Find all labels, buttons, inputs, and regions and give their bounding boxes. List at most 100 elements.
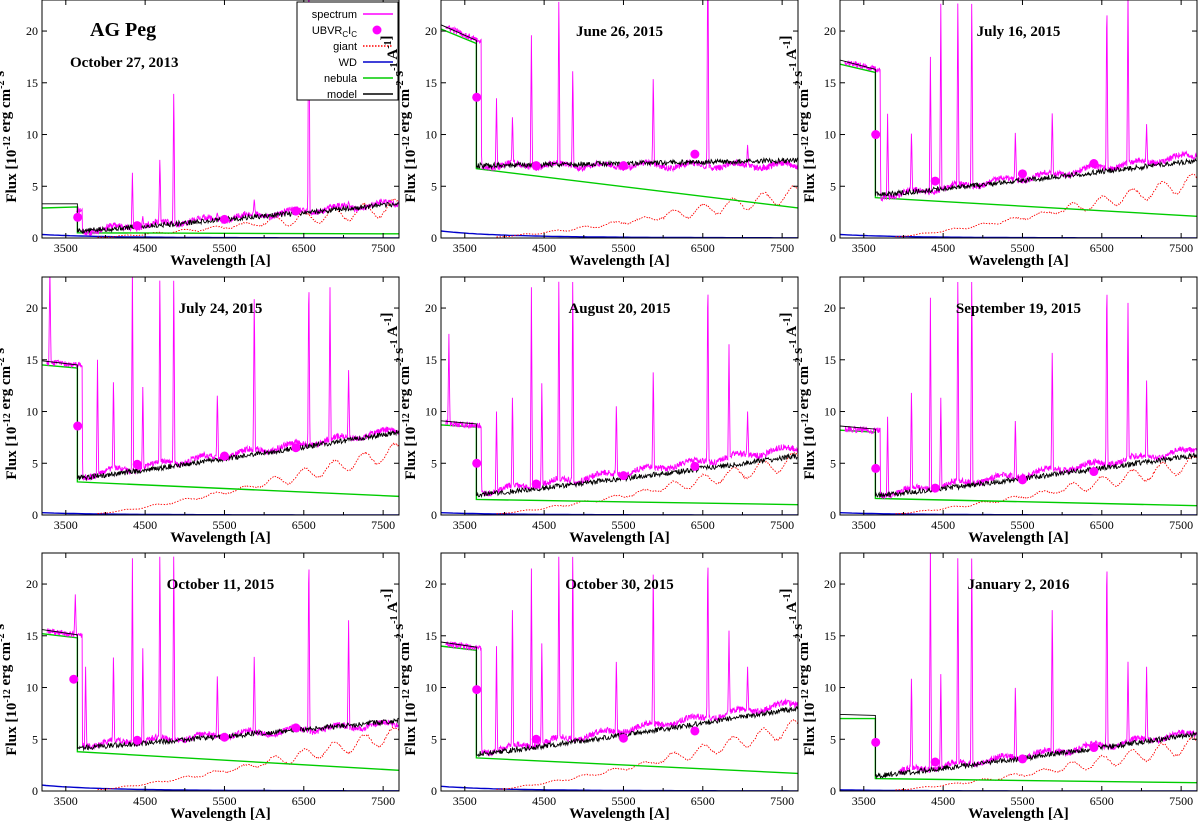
y-tick-label: 0 bbox=[830, 508, 836, 522]
x-axis-label: Wavelength [A] bbox=[569, 530, 669, 546]
y-tick-label: 5 bbox=[431, 732, 437, 746]
panel-frame bbox=[839, 552, 1198, 792]
x-tick-label: 6500 bbox=[1090, 518, 1114, 532]
legend-label: model bbox=[327, 89, 357, 101]
ubvrc-point bbox=[690, 149, 700, 159]
ubvrc-point bbox=[219, 732, 229, 742]
ubvrc-point bbox=[531, 734, 541, 744]
x-tick-label: 5500 bbox=[212, 794, 236, 808]
x-tick-label: 5500 bbox=[212, 241, 236, 255]
x-tick-label: 4500 bbox=[931, 794, 955, 808]
ubvrc-point bbox=[1089, 743, 1099, 753]
x-tick-label: 6500 bbox=[1090, 241, 1114, 255]
x-tick-label: 5500 bbox=[1010, 241, 1034, 255]
ubvrc-point bbox=[291, 206, 301, 216]
x-tick-label: 4500 bbox=[532, 794, 556, 808]
nebula-line bbox=[840, 717, 1197, 784]
y-tick-label: 5 bbox=[830, 179, 836, 193]
model-line bbox=[42, 629, 399, 752]
spectrum-line bbox=[445, 556, 798, 757]
x-tick-label: 3500 bbox=[54, 241, 78, 255]
y-tick-label: 10 bbox=[425, 405, 437, 419]
x-tick-label: 4500 bbox=[532, 241, 556, 255]
y-tick-label: 20 bbox=[425, 24, 437, 38]
ubvrc-point bbox=[472, 685, 482, 695]
x-tick-label: 3500 bbox=[453, 518, 477, 532]
ubvrc-point bbox=[1089, 467, 1099, 477]
x-tick-label: 7500 bbox=[1169, 518, 1193, 532]
model-line bbox=[840, 713, 1197, 780]
giant-line bbox=[97, 442, 399, 515]
y-tick-label: 5 bbox=[830, 732, 836, 746]
ubvrc-point bbox=[1017, 754, 1027, 764]
x-tick-label: 3500 bbox=[852, 518, 876, 532]
panel: 3500 4500 5500 6500 7500 0 5 10 15 20 Wavelength [… bbox=[379, 276, 799, 546]
x-tick-label: 7500 bbox=[1169, 241, 1193, 255]
x-tick-label: 4500 bbox=[133, 241, 157, 255]
panel-frame bbox=[839, 276, 1198, 516]
y-tick-label: 15 bbox=[824, 629, 836, 643]
ubvrc-point bbox=[73, 212, 83, 222]
x-axis-label: Wavelength [A] bbox=[968, 253, 1068, 269]
y-axis-label: Flux [10-12 erg cm-2 s-1 A-1] bbox=[778, 588, 818, 755]
date-label: July 24, 2015 bbox=[179, 301, 263, 317]
legend-label: nebula bbox=[324, 73, 358, 85]
x-tick-label: 6500 bbox=[691, 518, 715, 532]
wd-line bbox=[42, 784, 399, 791]
y-tick-label: 15 bbox=[425, 76, 437, 90]
y-axis-label: Flux [10-12 erg cm-2 s-1 A-1] bbox=[379, 35, 419, 202]
y-tick-label: 5 bbox=[431, 456, 437, 470]
panel: 3500 4500 5500 6500 7500 0 5 10 15 20 Wavelength [… bbox=[778, 552, 1198, 822]
ubvrc-point bbox=[291, 443, 301, 453]
panel: 3500 4500 5500 6500 7500 0 5 10 15 20 Wavelength [… bbox=[379, 0, 799, 269]
ubvrc-point bbox=[690, 461, 700, 471]
y-tick-label: 15 bbox=[425, 629, 437, 643]
x-tick-label: 7500 bbox=[371, 241, 395, 255]
y-tick-label: 20 bbox=[425, 577, 437, 591]
y-tick-label: 10 bbox=[425, 681, 437, 695]
x-tick-label: 3500 bbox=[453, 241, 477, 255]
ubvrc-point bbox=[472, 458, 482, 468]
model-line bbox=[42, 201, 399, 235]
ubvrc-point bbox=[132, 459, 142, 469]
y-tick-label: 15 bbox=[26, 353, 38, 367]
x-tick-label: 4500 bbox=[931, 241, 955, 255]
x-tick-label: 4500 bbox=[133, 794, 157, 808]
x-axis-label: Wavelength [A] bbox=[569, 806, 669, 822]
ubvrc-point bbox=[618, 471, 628, 481]
ubvrc-point bbox=[618, 161, 628, 171]
y-axis-label: Flux [10-12 erg cm-2 s-1 A-1] bbox=[0, 312, 20, 479]
giant-line bbox=[895, 455, 1197, 515]
y-tick-label: 10 bbox=[26, 128, 38, 142]
panel: 3500 4500 5500 6500 7500 0 5 10 15 20 Wavelength [… bbox=[0, 276, 400, 546]
x-axis-label: Wavelength [A] bbox=[170, 530, 270, 546]
wd-line bbox=[441, 785, 798, 791]
y-tick-label: 10 bbox=[26, 681, 38, 695]
x-tick-label: 7500 bbox=[770, 794, 794, 808]
legend bbox=[296, 1, 399, 101]
x-tick-label: 5500 bbox=[212, 518, 236, 532]
x-tick-label: 5500 bbox=[1010, 518, 1034, 532]
panel-frame bbox=[41, 0, 400, 239]
y-tick-label: 20 bbox=[824, 301, 836, 315]
x-tick-label: 5500 bbox=[611, 794, 635, 808]
wd-line bbox=[441, 230, 798, 238]
y-tick-label: 10 bbox=[824, 681, 836, 695]
date-label: January 2, 2016 bbox=[967, 577, 1070, 593]
ubvrc-point bbox=[618, 733, 628, 743]
panel-frame bbox=[440, 0, 799, 239]
y-tick-label: 5 bbox=[431, 179, 437, 193]
x-tick-label: 7500 bbox=[371, 794, 395, 808]
ubvrc-point bbox=[531, 479, 541, 489]
spectrum-line bbox=[46, 277, 399, 481]
legend-label: WD bbox=[339, 57, 357, 69]
date-label: June 26, 2015 bbox=[576, 24, 663, 40]
panel-frame bbox=[41, 552, 400, 792]
nebula-line bbox=[441, 28, 798, 209]
panel: 3500 4500 5500 6500 7500 0 5 10 15 20 Wavelength [… bbox=[778, 276, 1198, 546]
y-tick-label: 10 bbox=[824, 405, 836, 419]
y-tick-label: 10 bbox=[425, 128, 437, 142]
ubvrc-point bbox=[73, 421, 83, 431]
y-tick-label: 20 bbox=[425, 301, 437, 315]
panel-frame bbox=[440, 552, 799, 792]
